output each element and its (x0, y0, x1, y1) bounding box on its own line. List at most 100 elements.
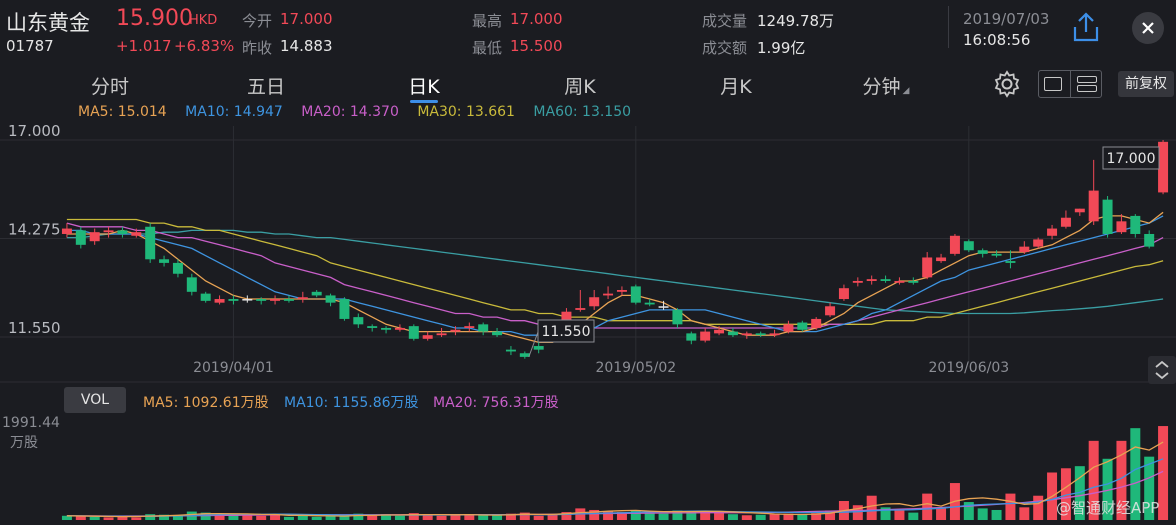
volume-bar (311, 516, 322, 520)
candle-body (214, 299, 225, 303)
stock-code: 01787 (6, 37, 54, 55)
share-icon[interactable] (1071, 11, 1101, 43)
tab-five-day[interactable]: 五日 (246, 76, 286, 98)
candle-body (367, 326, 378, 328)
watermark: @智通财经APP (1056, 499, 1160, 517)
candle-body (61, 228, 72, 234)
candle-body (505, 349, 516, 352)
volume-bar (589, 509, 600, 520)
ma20-value: MA20: 14.370 (301, 104, 399, 120)
candle-body (353, 317, 364, 325)
volume-bar (783, 513, 794, 520)
active-tab-indicator (410, 100, 438, 103)
volume-bar (825, 510, 836, 520)
volume-bar (894, 509, 905, 520)
volume-bar (1074, 466, 1085, 520)
volume-bar (75, 516, 86, 520)
candle-body (145, 226, 156, 260)
candle-body (700, 331, 711, 341)
vol-ma5-value: MA5: 1092.61万股 (143, 395, 269, 411)
candle-body (616, 290, 627, 292)
stock-name: 山东黄金 (6, 11, 90, 35)
candle-body (381, 327, 392, 330)
candle-body (478, 324, 489, 332)
open-label: 今开 (242, 12, 273, 30)
volume-bar (1019, 507, 1030, 520)
volume-bar (769, 514, 780, 520)
tab-daily-k[interactable]: 日K (408, 76, 440, 98)
date-tick-label: 2019/06/03 (928, 360, 1009, 376)
ma30-value: MA30: 13.661 (417, 104, 515, 120)
ma5-line (66, 211, 1164, 344)
volume-bar (672, 510, 683, 520)
price-tick-label: 14.275 (8, 221, 61, 239)
volume-bar (922, 493, 933, 520)
candle-body (825, 306, 836, 316)
candle-body (908, 280, 919, 283)
candle-body (422, 335, 433, 339)
ma10-value: MA10: 14.947 (185, 104, 283, 120)
volume-bar (755, 514, 766, 520)
candle-body (1005, 261, 1016, 263)
volume-bar (353, 513, 364, 520)
volume-bar (686, 511, 697, 520)
vol-max-value: 1991.44 (2, 415, 60, 431)
volume-bar (963, 502, 974, 520)
volume-bar (797, 514, 808, 520)
volume-bar (1060, 468, 1071, 520)
ma-legend: MA5: 15.014 MA10: 14.947 MA20: 14.370 MA… (78, 104, 645, 120)
ma60-line (66, 229, 1164, 315)
candle-body (75, 230, 86, 245)
date-tick-label: 2019/05/02 (595, 360, 676, 376)
tab-monthly-k[interactable]: 月K (720, 76, 752, 98)
candle-body (283, 299, 294, 301)
candle-body (727, 331, 738, 336)
candle-body (603, 293, 614, 296)
volume-bar (1144, 456, 1155, 520)
tab-weekly-k[interactable]: 周K (564, 76, 596, 98)
volume-bar (866, 495, 877, 520)
vol-indicator-button[interactable]: VOL (64, 387, 126, 413)
volume-bar (61, 515, 72, 520)
quote-date: 2019/07/03 (963, 10, 1050, 28)
volume-bar (103, 517, 114, 520)
candle-body (159, 259, 170, 263)
candle-body (533, 346, 544, 350)
volume-bar (242, 513, 253, 520)
volume-bar (561, 512, 572, 520)
volume-bar (367, 515, 378, 520)
settings-gear-icon[interactable] (992, 69, 1022, 99)
volume-bar (228, 515, 239, 520)
candle-body (186, 277, 197, 292)
volume-bar (852, 505, 863, 520)
candle-body (200, 293, 211, 301)
tab-minute[interactable]: 分钟 ◢ (863, 72, 910, 99)
candle-body (1074, 208, 1085, 213)
quote-time: 16:08:56 (963, 31, 1031, 49)
candle-body (1088, 190, 1099, 222)
candle-body (339, 299, 350, 319)
candle-body (838, 288, 849, 300)
candle-body (89, 232, 100, 242)
layout-split-icon[interactable] (1077, 76, 1097, 83)
adjust-button[interactable]: 前复权 (1118, 71, 1174, 97)
low-marker-label: 11.550 (542, 324, 591, 340)
candle-body (977, 250, 988, 254)
vol-ma20-line (66, 470, 1164, 517)
turnover-label: 成交额 (702, 39, 748, 57)
candle-body (797, 322, 808, 330)
candle-body (741, 333, 752, 336)
low-value: 15.500 (510, 37, 563, 55)
close-icon[interactable] (1132, 12, 1164, 44)
volume-bar (283, 516, 294, 520)
candle-body (1033, 239, 1044, 247)
expand-collapse-icon[interactable] (1148, 356, 1176, 384)
candle-body (894, 280, 905, 283)
candle-body (311, 291, 322, 296)
tab-intraday[interactable]: 分时 (90, 76, 130, 98)
volume-bar (936, 507, 947, 520)
layout-single-icon[interactable] (1044, 77, 1062, 91)
candle-body (811, 318, 822, 328)
volume-bar (505, 513, 516, 520)
